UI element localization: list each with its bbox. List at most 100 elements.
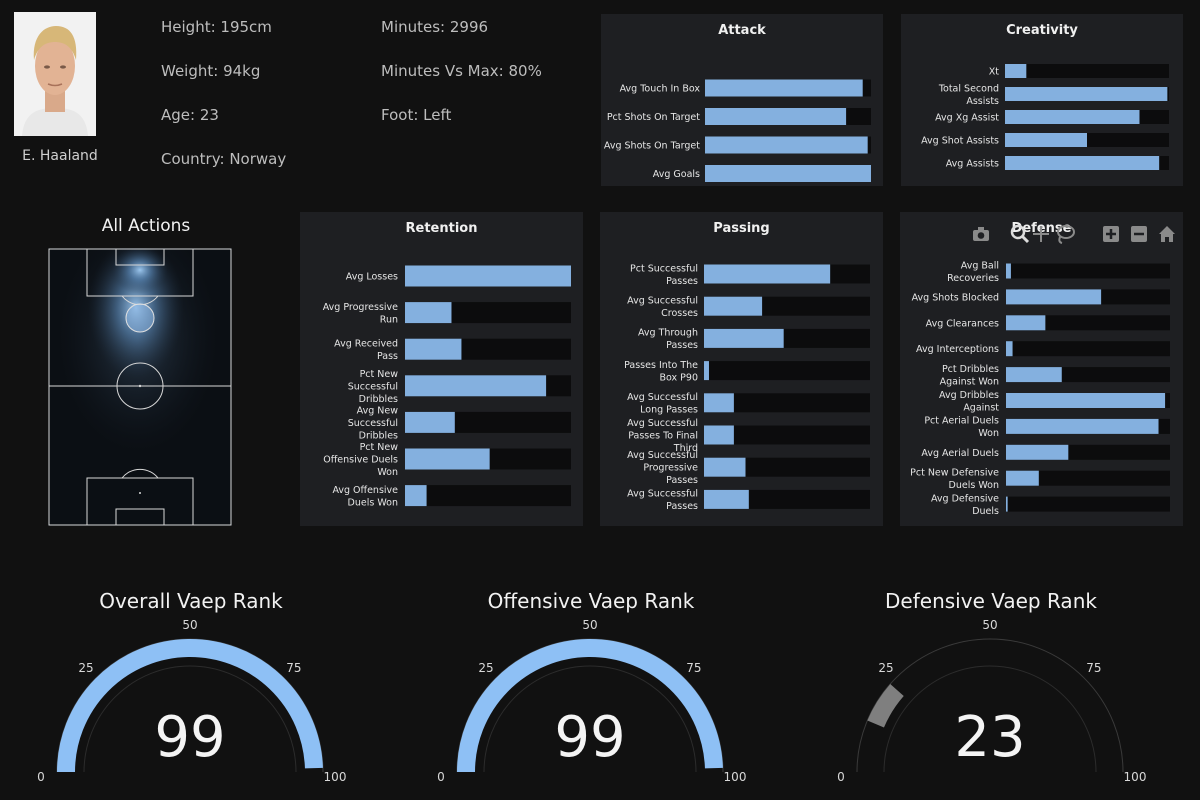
info-weight: Weight: 94kg bbox=[161, 62, 261, 80]
passing-bar-chart: Pct Successful Passes Avg Successful Crosse… bbox=[624, 263, 870, 513]
bar-label-pct-shots-on-target: Pct Shots On Target bbox=[607, 112, 700, 123]
home-icon[interactable] bbox=[1156, 222, 1178, 246]
info-minutes: Minutes: 2996 bbox=[381, 18, 489, 36]
bar-track bbox=[405, 485, 571, 507]
bar-track bbox=[1006, 341, 1170, 357]
gauge-tick-label: 0 bbox=[837, 770, 845, 784]
bar-pct-dribbles-against-won[interactable] bbox=[1006, 367, 1062, 383]
gauge-value-arc bbox=[57, 639, 323, 773]
zoom-out-icon[interactable] bbox=[1128, 222, 1150, 246]
bar-avg-goals[interactable] bbox=[705, 165, 871, 182]
bar-avg-successful-progressive-passes[interactable] bbox=[704, 457, 746, 477]
gauge-value: 99 bbox=[554, 705, 625, 770]
player-photo bbox=[14, 12, 96, 136]
pan-icon[interactable] bbox=[1030, 222, 1052, 246]
heat-zone bbox=[112, 246, 168, 294]
gauge-tick-label: 25 bbox=[478, 661, 493, 675]
bar-label-avg-clearances: Avg Clearances bbox=[926, 318, 999, 329]
info-foot: Foot: Left bbox=[381, 106, 452, 124]
bar-avg-received-pass[interactable] bbox=[405, 338, 462, 360]
gauge-inner-outline bbox=[83, 665, 297, 773]
bar-avg-interceptions[interactable] bbox=[1006, 341, 1013, 357]
bar-avg-aerial-duels[interactable] bbox=[1006, 444, 1069, 460]
bar-avg-clearances[interactable] bbox=[1006, 315, 1046, 331]
attack-title: Attack bbox=[718, 23, 766, 38]
bar-label-avg-shot-assists: Avg Shot Assists bbox=[921, 136, 999, 147]
bar-pct-aerial-duels-won[interactable] bbox=[1006, 418, 1159, 434]
bar-track bbox=[704, 425, 870, 445]
bar-avg-successful-passes-to-final-third[interactable] bbox=[704, 425, 734, 445]
bar-avg-shot-assists[interactable] bbox=[1005, 133, 1087, 147]
bar-label-avg-defensive-duels: Avg Defensive Duels bbox=[931, 493, 999, 516]
bar-label-pct-successful-passes: Pct Successful Passes bbox=[630, 263, 698, 287]
bar-label-pct-new-defensive-duels-won: Pct New Defensive Duels Won bbox=[910, 467, 999, 491]
bar-avg-new-successful-dribbles[interactable] bbox=[405, 411, 455, 433]
bar-label-avg-aerial-duels: Avg Aerial Duels bbox=[921, 448, 999, 459]
bar-label-avg-ball-recoveries: Avg Ball Recoveries bbox=[947, 260, 999, 284]
gauge-tick-label: 25 bbox=[878, 661, 893, 675]
gauge-inner-outline bbox=[883, 665, 1097, 773]
bar-pct-new-offensive-duels-won[interactable] bbox=[405, 448, 490, 470]
bar-avg-xg-assist[interactable] bbox=[1005, 110, 1140, 124]
bar-label-avg-new-successful-dribbles: Avg New Successful Dribbles bbox=[348, 405, 398, 441]
bar-avg-successful-crosses[interactable] bbox=[704, 296, 763, 316]
attack-bar-chart: Avg Touch In Box Pct Shots On Target Avg S… bbox=[604, 79, 871, 182]
bar-avg-successful-passes[interactable] bbox=[704, 489, 749, 509]
overall-vaep-gauge: 0 25 50 75 100 99 bbox=[37, 620, 346, 784]
info-height: Height: 195cm bbox=[161, 18, 272, 36]
zoom-icon[interactable] bbox=[1008, 222, 1030, 246]
bar-avg-losses[interactable] bbox=[405, 265, 571, 287]
gauge-tick-label: 75 bbox=[286, 661, 301, 675]
bar-label-avg-progressive-run: Avg Progressive Run bbox=[323, 302, 398, 326]
bar-label-avg-losses: Avg Losses bbox=[346, 272, 398, 283]
bar-label-total-second-assists: Total Second Assists bbox=[938, 83, 999, 107]
camera-icon[interactable] bbox=[970, 222, 992, 246]
bar-label-avg-interceptions: Avg Interceptions bbox=[916, 344, 999, 355]
bar-label-pct-aerial-duels-won: Pct Aerial Duels Won bbox=[924, 416, 999, 440]
bar-label-avg-successful-passes-to-final-third: Avg Successful Passes To Final Third bbox=[627, 418, 698, 454]
retention-panel: Avg Losses Avg Progressive Run Avg Received… bbox=[300, 212, 583, 526]
bar-xt[interactable] bbox=[1005, 64, 1027, 78]
gauge-tick-label: 75 bbox=[1086, 661, 1101, 675]
bar-label-pct-new-successful-dribbles: Pct New Successful Dribbles bbox=[348, 369, 398, 405]
pitch-title: All Actions bbox=[101, 216, 191, 236]
gauge-tick-label: 0 bbox=[37, 770, 45, 784]
bar-total-second-assists[interactable] bbox=[1005, 87, 1168, 101]
bar-avg-touch-in-box[interactable] bbox=[705, 79, 863, 97]
bar-avg-offensive-duels-won[interactable] bbox=[405, 485, 427, 507]
bar-avg-ball-recoveries[interactable] bbox=[1006, 263, 1011, 279]
bar-avg-progressive-run[interactable] bbox=[405, 302, 452, 324]
bar-pct-successful-passes[interactable] bbox=[704, 264, 831, 284]
bar-label-avg-shots-on-target: Avg Shots On Target bbox=[604, 141, 700, 152]
creativity-title: Creativity bbox=[1006, 23, 1078, 38]
bar-avg-assists[interactable] bbox=[1005, 156, 1160, 170]
bar-track bbox=[1005, 64, 1169, 78]
bar-track bbox=[1006, 263, 1170, 279]
bar-pct-new-defensive-duels-won[interactable] bbox=[1006, 470, 1039, 486]
bar-avg-successful-long-passes[interactable] bbox=[704, 393, 734, 413]
bar-avg-shots-on-target[interactable] bbox=[705, 136, 868, 154]
gauge-tick-label: 75 bbox=[686, 661, 701, 675]
info-country: Country: Norway bbox=[161, 150, 287, 168]
bar-label-avg-xg-assist: Avg Xg Assist bbox=[935, 113, 999, 124]
lasso-icon[interactable] bbox=[1054, 222, 1076, 246]
attack-panel: Avg Touch In Box Pct Shots On Target Avg S… bbox=[601, 14, 883, 186]
bar-avg-defensive-duels[interactable] bbox=[1006, 496, 1008, 512]
bar-label-avg-shots-blocked: Avg Shots Blocked bbox=[912, 292, 999, 303]
gauge-tick-label: 100 bbox=[724, 770, 747, 784]
pitch-svg bbox=[48, 223, 232, 526]
bar-passes-into-the-box-p90[interactable] bbox=[704, 361, 709, 381]
bar-pct-new-successful-dribbles[interactable] bbox=[405, 375, 547, 397]
bar-avg-shots-blocked[interactable] bbox=[1006, 289, 1102, 305]
bar-track bbox=[1006, 470, 1170, 486]
player-photo-image bbox=[14, 12, 96, 136]
bar-avg-dribbles-against[interactable] bbox=[1006, 393, 1166, 408]
bar-avg-through-passes[interactable] bbox=[704, 328, 784, 348]
passing-panel: Pct Successful Passes Avg Successful Crosse… bbox=[600, 212, 883, 526]
bar-pct-shots-on-target[interactable] bbox=[705, 108, 847, 125]
bar-label-avg-successful-passes: Avg Successful Passes bbox=[627, 489, 698, 513]
overall-gauge-title: Overall Vaep Rank bbox=[99, 589, 283, 613]
zoom-in-icon[interactable] bbox=[1100, 222, 1122, 246]
bar-label-avg-received-pass: Avg Received Pass bbox=[334, 338, 398, 362]
gauge-tick-label: 50 bbox=[582, 620, 597, 632]
